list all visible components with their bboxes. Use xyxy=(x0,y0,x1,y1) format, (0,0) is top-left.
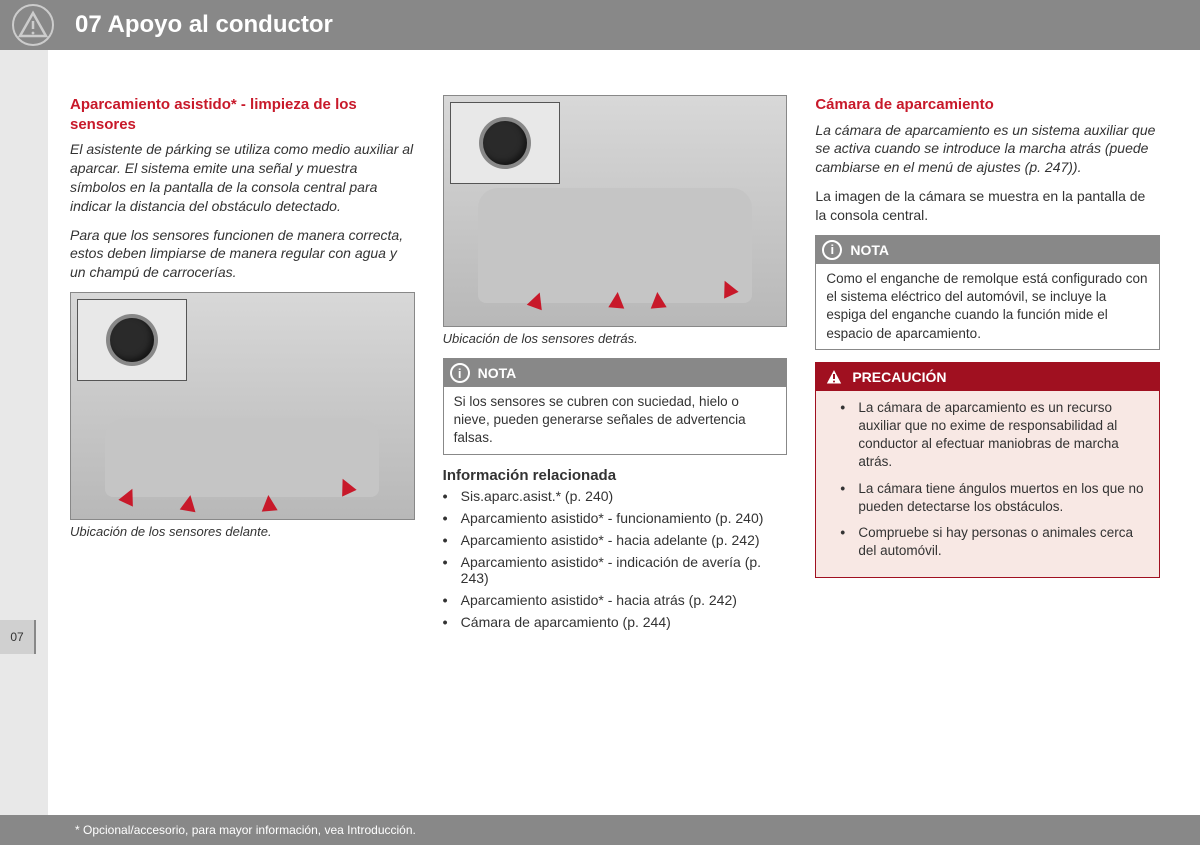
figure-caption: Ubicación de los sensores detrás. xyxy=(443,331,788,346)
sensor-icon xyxy=(110,318,154,362)
precaution-item: La cámara de aparcamiento es un recurso … xyxy=(840,399,1149,472)
figure-rear-sensors xyxy=(443,95,788,327)
related-item: Sis.aparc.asist.* (p. 240) xyxy=(443,488,788,504)
note-box: i NOTA Como el enganche de remolque está… xyxy=(815,235,1160,350)
figure-caption: Ubicación de los sensores delante. xyxy=(70,524,415,539)
column-3: Cámara de aparcamiento La cámara de apar… xyxy=(815,95,1160,805)
note-label: NOTA xyxy=(850,242,889,258)
warning-triangle-icon xyxy=(12,4,54,46)
precaution-item: Compruebe si hay personas o animales cer… xyxy=(840,524,1149,560)
precaution-label: PRECAUCIÓN xyxy=(852,369,946,385)
related-item: Aparcamiento asistido* - hacia atrás (p.… xyxy=(443,592,788,608)
arrow-icon xyxy=(180,494,199,513)
precaution-box: PRECAUCIÓN La cámara de aparcamiento es … xyxy=(815,362,1160,578)
precaution-header: PRECAUCIÓN xyxy=(816,363,1159,391)
sensor-inset xyxy=(77,299,187,381)
related-item: Aparcamiento asistido* - hacia adelante … xyxy=(443,532,788,548)
note-body: Si los sensores se cubren con suciedad, … xyxy=(444,387,787,454)
precaution-body: La cámara de aparcamiento es un recurso … xyxy=(816,391,1159,577)
note-header: i NOTA xyxy=(816,236,1159,264)
related-item: Cámara de aparcamiento (p. 244) xyxy=(443,614,788,630)
side-strip xyxy=(0,50,48,815)
column-2: Ubicación de los sensores detrás. i NOTA… xyxy=(443,95,788,805)
chapter-name: Apoyo al conductor xyxy=(107,11,332,38)
section-heading: Aparcamiento asistido* - limpieza de los… xyxy=(70,95,415,134)
arrow-icon xyxy=(650,291,667,308)
note-box: i NOTA Si los sensores se cubren con suc… xyxy=(443,358,788,455)
arrow-icon xyxy=(608,291,625,308)
info-icon: i xyxy=(450,363,470,383)
related-heading: Información relacionada xyxy=(443,467,788,484)
footer-bar: * Opcional/accesorio, para mayor informa… xyxy=(0,815,1200,845)
chapter-title: 07 Apoyo al conductor xyxy=(75,11,333,39)
sensor-icon xyxy=(483,121,527,165)
section-heading: Cámara de aparcamiento xyxy=(815,95,1160,115)
sensor-inset xyxy=(450,102,560,184)
related-item: Aparcamiento asistido* - funcionamiento … xyxy=(443,510,788,526)
note-label: NOTA xyxy=(478,365,517,381)
note-header: i NOTA xyxy=(444,359,787,387)
footer-note: * Opcional/accesorio, para mayor informa… xyxy=(75,823,416,837)
note-body: Como el enganche de remolque está config… xyxy=(816,264,1159,349)
side-tab: 07 xyxy=(0,620,36,654)
related-item: Aparcamiento asistido* - indicación de a… xyxy=(443,554,788,586)
warning-icon xyxy=(824,367,844,387)
content-area: Aparcamiento asistido* - limpieza de los… xyxy=(70,95,1160,805)
chapter-number: 07 xyxy=(75,11,102,38)
figure-front-sensors xyxy=(70,292,415,520)
car-rear-shape xyxy=(478,188,752,303)
header-bar: 07 Apoyo al conductor xyxy=(0,0,1200,50)
body-text: La imagen de la cámara se muestra en la … xyxy=(815,187,1160,225)
intro-text: La cámara de aparcamiento es un sistema … xyxy=(815,121,1160,178)
column-1: Aparcamiento asistido* - limpieza de los… xyxy=(70,95,415,805)
arrow-icon xyxy=(260,495,277,512)
precaution-item: La cámara tiene ángulos muertos en los q… xyxy=(840,480,1149,516)
info-icon: i xyxy=(822,240,842,260)
related-list: Sis.aparc.asist.* (p. 240) Aparcamiento … xyxy=(443,488,788,636)
intro-text: El asistente de párking se utiliza como … xyxy=(70,140,415,216)
body-text: Para que los sensores funcionen de maner… xyxy=(70,226,415,283)
